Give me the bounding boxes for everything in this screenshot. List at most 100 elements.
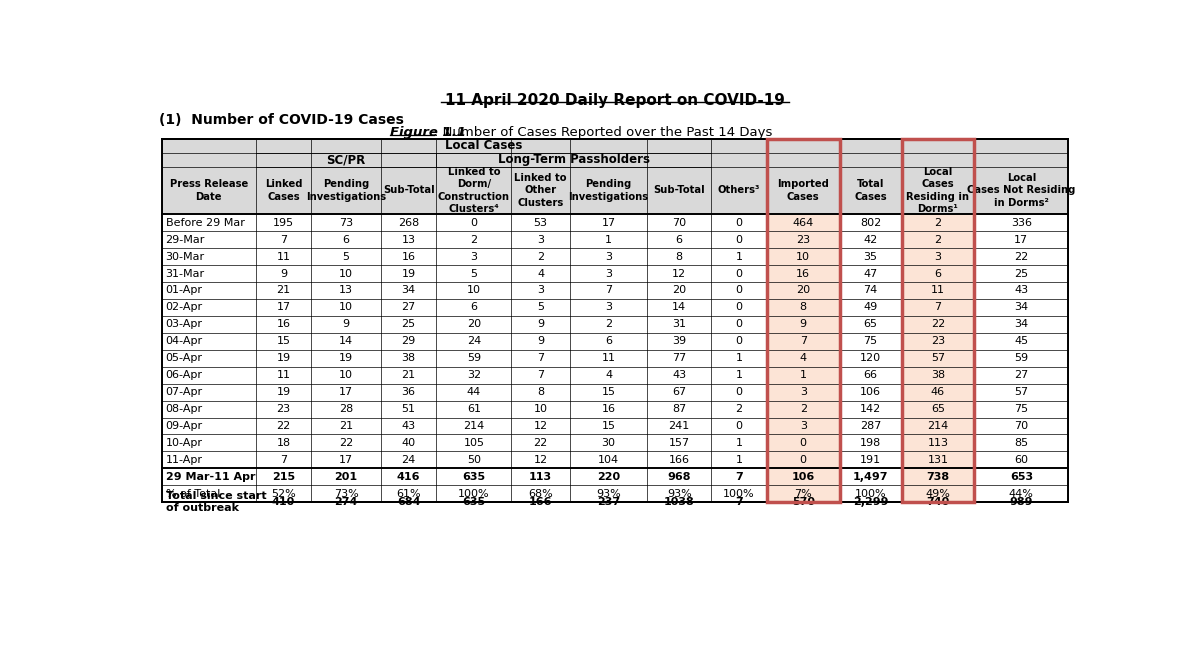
Bar [647, 248, 712, 265]
Bar [840, 299, 901, 316]
Bar [767, 434, 840, 451]
Text: Before 29 Mar: Before 29 Mar [166, 218, 245, 228]
Text: 44%: 44% [1009, 489, 1033, 499]
Bar [647, 231, 712, 248]
Text: 274: 274 [335, 497, 358, 507]
Bar [840, 485, 901, 502]
Text: 24: 24 [402, 455, 415, 465]
Text: 10: 10 [467, 285, 481, 295]
Bar [380, 231, 437, 248]
Bar [712, 417, 767, 434]
Bar [647, 167, 712, 215]
Text: 635: 635 [462, 497, 486, 507]
Bar [570, 367, 647, 384]
Text: 75: 75 [864, 337, 877, 346]
Bar [974, 384, 1068, 401]
Text: 3: 3 [799, 387, 806, 397]
Bar [974, 333, 1068, 350]
Bar [570, 451, 647, 468]
Bar [256, 350, 311, 367]
Bar [380, 139, 437, 153]
Bar [570, 417, 647, 434]
Text: 0: 0 [736, 319, 743, 329]
Text: 51: 51 [402, 404, 415, 414]
Bar [256, 215, 311, 231]
Text: 0: 0 [736, 387, 743, 397]
Text: 27: 27 [1014, 370, 1028, 380]
Bar [256, 333, 311, 350]
Text: 32: 32 [467, 370, 481, 380]
Text: 3: 3 [538, 285, 544, 295]
Bar [380, 485, 437, 502]
Text: 100%: 100% [854, 489, 887, 499]
Text: Sub-Total: Sub-Total [653, 186, 704, 195]
Bar [162, 401, 256, 417]
Bar [162, 384, 256, 401]
Text: 22: 22 [1014, 252, 1028, 262]
Text: 20: 20 [467, 319, 481, 329]
Bar [712, 231, 767, 248]
Bar [437, 139, 511, 153]
Bar [974, 167, 1068, 215]
Bar [162, 231, 256, 248]
Text: 7: 7 [538, 370, 545, 380]
Bar [974, 468, 1068, 485]
Text: 17: 17 [276, 302, 290, 312]
Bar [437, 401, 511, 417]
Text: 31: 31 [672, 319, 686, 329]
Bar [901, 248, 974, 265]
Text: 3: 3 [935, 252, 942, 262]
Text: 166: 166 [668, 455, 690, 465]
Bar [647, 153, 712, 167]
Text: 12: 12 [534, 421, 547, 431]
Text: 2: 2 [470, 235, 478, 245]
Bar [511, 417, 570, 434]
Bar [511, 282, 570, 299]
Text: 9: 9 [538, 337, 545, 346]
Text: 57: 57 [931, 353, 944, 363]
Text: 220: 220 [598, 472, 620, 482]
Text: 0: 0 [736, 268, 743, 279]
Bar [256, 401, 311, 417]
Bar [437, 417, 511, 434]
Bar [380, 215, 437, 231]
Bar [712, 299, 767, 316]
Bar [712, 333, 767, 350]
Bar [840, 231, 901, 248]
Text: 0: 0 [799, 438, 806, 448]
Text: 40: 40 [402, 438, 415, 448]
Text: 17: 17 [340, 387, 353, 397]
Bar [840, 468, 901, 485]
Bar [162, 316, 256, 333]
Bar [511, 215, 570, 231]
Text: 27: 27 [402, 302, 415, 312]
Text: 61%: 61% [396, 489, 421, 499]
Bar [974, 215, 1068, 231]
Text: 14: 14 [672, 302, 686, 312]
Bar [570, 153, 647, 167]
Text: 6: 6 [935, 268, 942, 279]
Bar [767, 215, 840, 231]
Bar [437, 153, 511, 167]
Bar [162, 434, 256, 451]
Text: 113: 113 [529, 472, 552, 482]
Text: 1,497: 1,497 [853, 472, 888, 482]
Bar [256, 231, 311, 248]
Bar [437, 167, 511, 215]
Text: 38: 38 [931, 370, 944, 380]
Bar [437, 434, 511, 451]
Bar [162, 367, 256, 384]
Text: 3: 3 [605, 302, 612, 312]
Text: 5: 5 [470, 268, 478, 279]
Text: 3: 3 [538, 235, 544, 245]
Text: 6: 6 [342, 235, 349, 245]
Bar [437, 215, 511, 231]
Bar [380, 282, 437, 299]
Text: Linked to
Other
Clusters: Linked to Other Clusters [515, 173, 566, 208]
Text: 29: 29 [402, 337, 415, 346]
Text: 67: 67 [672, 387, 686, 397]
Bar [974, 451, 1068, 468]
Bar [570, 401, 647, 417]
Bar [570, 434, 647, 451]
Bar [712, 485, 767, 502]
